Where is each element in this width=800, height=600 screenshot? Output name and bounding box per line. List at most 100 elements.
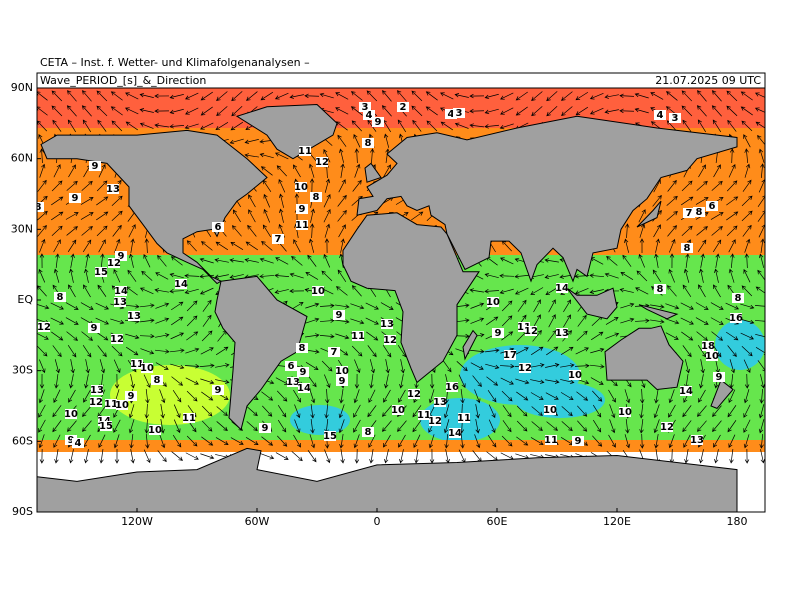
arrow (592, 435, 603, 447)
arrow (561, 106, 573, 116)
arrow (624, 389, 631, 404)
arrow (698, 389, 706, 403)
label-box (381, 319, 393, 329)
arrow (634, 107, 649, 114)
arrow (501, 331, 514, 341)
arrow (454, 93, 469, 98)
arrow (715, 253, 720, 268)
arrow (501, 435, 513, 447)
arrow (681, 180, 693, 192)
arrow (592, 419, 602, 433)
arrow (154, 93, 170, 99)
arrow (545, 379, 560, 384)
arrow (499, 364, 515, 369)
arrow (728, 434, 736, 448)
label-box (683, 208, 695, 218)
label-box (336, 376, 348, 386)
arrow (54, 374, 59, 389)
label-box (732, 293, 744, 303)
arrow (338, 419, 345, 434)
arrow (712, 420, 722, 432)
arrow (339, 253, 344, 268)
arrow (754, 92, 765, 98)
arrow (759, 433, 764, 449)
period-label: 12 (407, 389, 421, 400)
period-label: 12 (107, 258, 121, 269)
arrow (697, 405, 707, 417)
arrow (470, 302, 485, 309)
label-box (525, 326, 537, 336)
arrow (248, 194, 256, 208)
arrow (530, 392, 544, 400)
arrow (743, 269, 751, 283)
arrow (130, 374, 135, 389)
arrow (128, 404, 135, 419)
arrow (97, 345, 107, 358)
arrow (590, 347, 605, 354)
arrow (339, 389, 344, 404)
arrow (730, 253, 735, 269)
arrow (486, 376, 499, 386)
arrow (113, 268, 121, 283)
arrow (201, 405, 213, 417)
arrow (726, 225, 738, 237)
label-box (429, 416, 441, 426)
arrow (39, 148, 44, 164)
arrow (110, 106, 123, 116)
arrow (500, 107, 514, 115)
arrow (577, 420, 588, 432)
arrow (53, 434, 61, 448)
title: CETA – Inst. f. Wetter- und Klimafolgena… (40, 56, 310, 69)
arrow (80, 212, 94, 220)
period-label: 15 (94, 267, 108, 278)
arrow (682, 119, 692, 132)
arrow (699, 449, 704, 464)
arrow (592, 404, 602, 418)
arrow (399, 374, 404, 389)
label-box (693, 207, 705, 217)
arrow (129, 253, 134, 268)
arrow (229, 138, 244, 145)
period-label: 9 (92, 161, 99, 172)
period-label: 11 (417, 410, 431, 421)
period-label: 10 (115, 400, 129, 411)
arrow (530, 287, 544, 295)
arrow (170, 256, 183, 266)
arrow (82, 405, 92, 417)
landmass (566, 287, 618, 320)
arrow (589, 92, 604, 100)
arrow (755, 347, 765, 355)
arrow (499, 123, 514, 130)
arrow (324, 223, 331, 238)
arrow (85, 253, 90, 268)
arrow (155, 333, 170, 338)
arrow (275, 452, 289, 460)
label-box (492, 328, 504, 338)
arrow (159, 389, 166, 404)
period-label: 10 (140, 363, 154, 374)
period-label: 15 (323, 431, 337, 442)
period-label: 2 (400, 102, 407, 113)
arrow (82, 239, 92, 253)
period-label: 13 (90, 385, 104, 396)
arrow (201, 436, 214, 446)
arrow (696, 420, 707, 432)
arrow (398, 434, 406, 448)
ocean-swell (110, 365, 230, 425)
arrow (139, 108, 154, 113)
arrow (39, 359, 46, 374)
arrow (67, 420, 77, 432)
arrow (725, 331, 739, 341)
arrow (533, 314, 541, 328)
arrow (425, 91, 438, 101)
arrow (560, 379, 575, 384)
arrow (246, 421, 258, 432)
arrow (215, 241, 229, 251)
arrow (590, 377, 604, 385)
arrow (443, 419, 450, 434)
arrow (53, 164, 61, 178)
arrow (129, 434, 134, 449)
arrow (619, 108, 635, 114)
arrow (695, 317, 709, 325)
arrow (653, 419, 660, 434)
